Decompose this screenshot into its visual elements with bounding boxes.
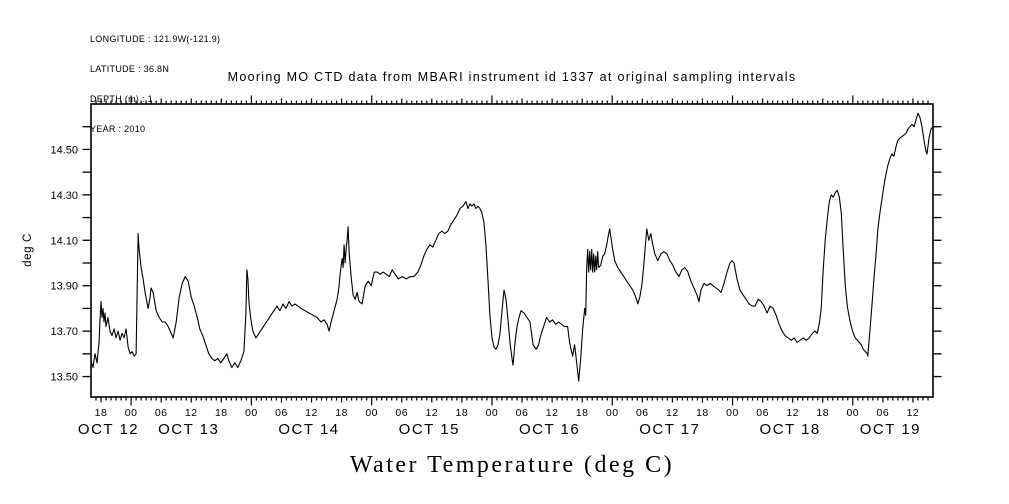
x-hour-label: 18 (215, 407, 228, 419)
x-hour-label: 12 (907, 407, 920, 419)
x-hour-label: 06 (275, 407, 288, 419)
chart-caption: Water Temperature (deg C) (349, 452, 675, 478)
x-hour-label: 00 (125, 407, 138, 419)
y-axis-tick-label: 14.10 (50, 235, 78, 247)
x-hour-label: 06 (395, 407, 408, 419)
x-date-label: OCT 14 (278, 421, 339, 438)
x-hour-label: 06 (155, 407, 168, 419)
x-hour-label: 06 (516, 407, 529, 419)
x-hour-label: 18 (456, 407, 469, 419)
metadata-depth: DEPTH (m) : 1 (90, 94, 153, 104)
station-metadata: LONGITUDE : 121.9W(-121.9) LATITUDE : 36… (90, 14, 220, 144)
plot-frame (90, 103, 934, 398)
x-hour-label: 12 (666, 407, 679, 419)
x-hour-label: 12 (425, 407, 438, 419)
x-hour-label: 12 (305, 407, 318, 419)
x-hour-label: 06 (636, 407, 649, 419)
x-hour-label: 18 (816, 407, 829, 419)
x-hour-label: 00 (365, 407, 378, 419)
x-hour-label: 06 (877, 407, 890, 419)
metadata-year: YEAR : 2010 (90, 124, 146, 134)
x-hour-label: 12 (546, 407, 559, 419)
x-hour-label: 18 (696, 407, 709, 419)
x-date-label: OCT 12 (78, 421, 139, 438)
x-date-label: OCT 18 (760, 421, 821, 438)
y-axis-tick-label: 14.30 (50, 190, 78, 202)
y-axis-tick-label: 14.50 (50, 144, 78, 156)
metadata-longitude: LONGITUDE : 121.9W(-121.9) (90, 34, 221, 44)
x-hour-label: 12 (786, 407, 799, 419)
x-hour-label: 00 (245, 407, 258, 419)
x-hour-label: 00 (606, 407, 619, 419)
x-hour-label: 00 (726, 407, 739, 419)
metadata-latitude: LATITUDE : 36.8N (90, 64, 170, 74)
y-axis-tick-label: 13.90 (50, 281, 78, 293)
temperature-line (90, 112, 934, 382)
x-date-label: OCT 17 (639, 421, 700, 438)
x-hour-label: 18 (95, 407, 108, 419)
x-date-label: OCT 15 (399, 421, 460, 438)
chart-title: Mooring MO CTD data from MBARI instrumen… (227, 70, 797, 84)
x-hour-label: 00 (486, 407, 499, 419)
x-date-label: OCT 19 (860, 421, 921, 438)
x-hour-label: 00 (846, 407, 859, 419)
x-hour-label: 18 (335, 407, 348, 419)
x-hour-label: 18 (576, 407, 589, 419)
x-date-label: OCT 13 (158, 421, 219, 438)
x-date-label: OCT 16 (519, 421, 580, 438)
x-hour-label: 12 (185, 407, 198, 419)
y-axis-tick-label: 13.50 (50, 372, 78, 384)
y-axis-tick-label: 13.70 (50, 326, 78, 338)
x-hour-label: 06 (756, 407, 769, 419)
